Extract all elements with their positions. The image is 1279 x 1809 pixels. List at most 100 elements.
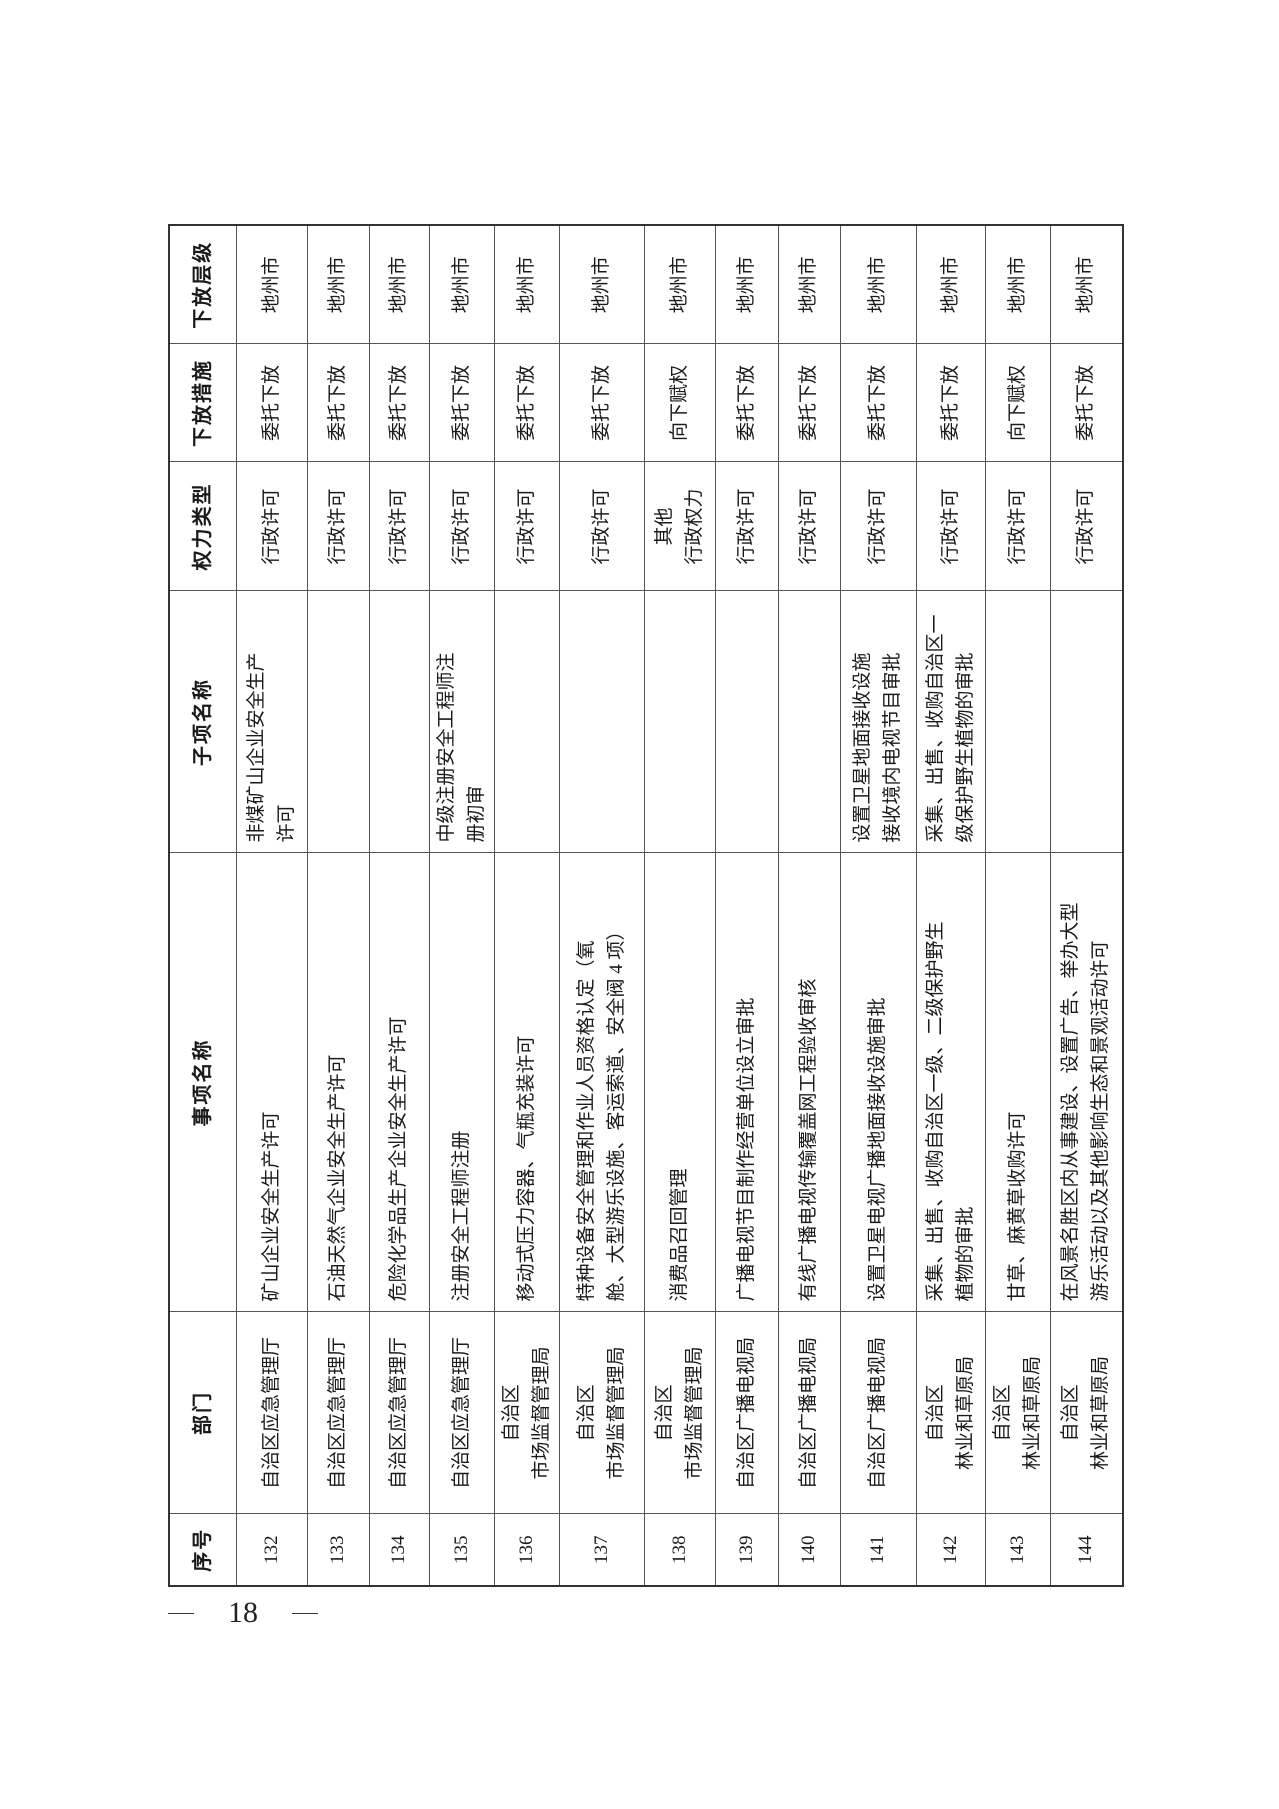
cell-delegation-measure: 委托下放 [369,344,429,462]
rotated-table-container: 序号 部门 事项名称 子项名称 权力类型 下放措施 下放层级 132 自治区应急管… [168,224,1124,1587]
cell-delegation-measure: 委托下放 [778,344,840,462]
cell-department: 自治区 市场监督管理局 [494,1312,559,1514]
cell-department: 自治区 市场监督管理局 [559,1312,644,1514]
cell-item-name: 有线广播电视传输覆盖网工程验收审核 [778,853,840,1312]
cell-subitem-name [307,591,369,853]
cell-delegation-level: 地州市 [778,225,840,344]
cell-department: 自治区 市场监督管理局 [644,1312,715,1514]
cell-index: 138 [644,1514,715,1586]
dash-right [292,1612,318,1614]
cell-delegation-measure: 委托下放 [1050,344,1123,462]
cell-subitem-name [369,591,429,853]
cell-subitem-name [985,591,1050,853]
cell-department: 自治区应急管理厅 [236,1312,307,1514]
cell-delegation-measure: 委托下放 [715,344,778,462]
cell-delegation-level: 地州市 [307,225,369,344]
cell-item-name: 采集、出售、收购自治区一级、二级保护野生 植物的审批 [916,853,985,1312]
cell-delegation-level: 地州市 [644,225,715,344]
cell-subitem-name: 非煤矿山企业安全生产 许可 [236,591,307,853]
table-row: 143 自治区 林业和草原局 甘草、麻黄草收购许可 行政许可 向下赋权 地州市 [985,225,1050,1586]
cell-power-type: 行政许可 [307,462,369,591]
cell-index: 135 [429,1514,494,1586]
cell-index: 140 [778,1514,840,1586]
cell-power-type: 行政许可 [429,462,494,591]
cell-subitem-name [1050,591,1123,853]
header-index: 序号 [169,1514,236,1586]
dash-left [168,1612,194,1614]
cell-power-type: 行政许可 [840,462,916,591]
table-row: 141 自治区广播电视局 设置卫星电视广播地面接收设施审批 设置卫星地面接收设施 接收… [840,225,916,1586]
cell-item-name: 特种设备安全管理和作业人员资格认定（氧 舱、大型游乐设施、客运索道、安全阀 4 … [559,853,644,1312]
table-row: 134 自治区应急管理厅 危险化学品生产企业安全生产许可 行政许可 委托下放 地州市 [369,225,429,1586]
cell-subitem-name: 设置卫星地面接收设施 接收境内电视节目审批 [840,591,916,853]
cell-delegation-measure: 委托下放 [559,344,644,462]
cell-department: 自治区 林业和草原局 [916,1312,985,1514]
cell-department: 自治区 林业和草原局 [985,1312,1050,1514]
cell-subitem-name [559,591,644,853]
cell-subitem-name: 中级注册安全工程师注 册初审 [429,591,494,853]
cell-department: 自治区广播电视局 [778,1312,840,1514]
cell-index: 139 [715,1514,778,1586]
cell-department: 自治区应急管理厅 [429,1312,494,1514]
cell-department: 自治区广播电视局 [715,1312,778,1514]
cell-subitem-name: 采集、出售、收购自治区一 级保护野生植物的审批 [916,591,985,853]
page-number: 18 [228,1596,258,1629]
table-row: 135 自治区应急管理厅 注册安全工程师注册 中级注册安全工程师注 册初审 行政许可 委托… [429,225,494,1586]
cell-delegation-measure: 向下赋权 [644,344,715,462]
cell-item-name: 在风景名胜区内从事建设、设置广告、举办大型 游乐活动以及其他影响生态和景观活动许… [1050,853,1123,1312]
cell-power-type: 行政许可 [778,462,840,591]
cell-power-type: 行政许可 [715,462,778,591]
cell-delegation-measure: 委托下放 [307,344,369,462]
cell-item-name: 消费品召回管理 [644,853,715,1312]
cell-delegation-measure: 委托下放 [494,344,559,462]
cell-delegation-level: 地州市 [429,225,494,344]
header-delegation-level: 下放层级 [169,225,236,344]
header-subitem-name: 子项名称 [169,591,236,853]
page-footer: 18 [168,1596,318,1630]
table-row: 138 自治区 市场监督管理局 消费品召回管理 其他 行政权力 向下赋权 地州市 [644,225,715,1586]
header-delegation-measure: 下放措施 [169,344,236,462]
cell-power-type: 行政许可 [559,462,644,591]
cell-delegation-level: 地州市 [1050,225,1123,344]
cell-department: 自治区 林业和草原局 [1050,1312,1123,1514]
header-item-name: 事项名称 [169,853,236,1312]
table-row: 142 自治区 林业和草原局 采集、出售、收购自治区一级、二级保护野生 植物的审批采… [916,225,985,1586]
cell-subitem-name [644,591,715,853]
cell-subitem-name [715,591,778,853]
cell-delegation-level: 地州市 [369,225,429,344]
cell-delegation-level: 地州市 [494,225,559,344]
cell-item-name: 矿山企业安全生产许可 [236,853,307,1312]
cell-delegation-level: 地州市 [236,225,307,344]
cell-delegation-measure: 委托下放 [236,344,307,462]
table-row: 140 自治区广播电视局 有线广播电视传输覆盖网工程验收审核 行政许可 委托下放 地州市 [778,225,840,1586]
cell-delegation-level: 地州市 [559,225,644,344]
cell-power-type: 行政许可 [985,462,1050,591]
cell-subitem-name [494,591,559,853]
cell-delegation-measure: 委托下放 [840,344,916,462]
table-row: 139 自治区广播电视局 广播电视节目制作经营单位设立审批 行政许可 委托下放 地州市 [715,225,778,1586]
header-power-type: 权力类型 [169,462,236,591]
cell-index: 141 [840,1514,916,1586]
cell-power-type: 其他 行政权力 [644,462,715,591]
cell-subitem-name [778,591,840,853]
cell-power-type: 行政许可 [916,462,985,591]
table-row: 132 自治区应急管理厅 矿山企业安全生产许可 非煤矿山企业安全生产 许可 行政许可 委托… [236,225,307,1586]
cell-department: 自治区应急管理厅 [307,1312,369,1514]
cell-item-name: 危险化学品生产企业安全生产许可 [369,853,429,1312]
cell-index: 142 [916,1514,985,1586]
delegation-table: 序号 部门 事项名称 子项名称 权力类型 下放措施 下放层级 132 自治区应急管… [168,224,1124,1587]
cell-delegation-level: 地州市 [840,225,916,344]
cell-delegation-measure: 向下赋权 [985,344,1050,462]
cell-item-name: 注册安全工程师注册 [429,853,494,1312]
cell-index: 132 [236,1514,307,1586]
cell-index: 136 [494,1514,559,1586]
header-department: 部门 [169,1312,236,1514]
cell-index: 143 [985,1514,1050,1586]
cell-delegation-level: 地州市 [916,225,985,344]
cell-delegation-level: 地州市 [985,225,1050,344]
cell-index: 137 [559,1514,644,1586]
cell-department: 自治区广播电视局 [840,1312,916,1514]
cell-item-name: 石油天然气企业安全生产许可 [307,853,369,1312]
cell-item-name: 甘草、麻黄草收购许可 [985,853,1050,1312]
cell-power-type: 行政许可 [1050,462,1123,591]
